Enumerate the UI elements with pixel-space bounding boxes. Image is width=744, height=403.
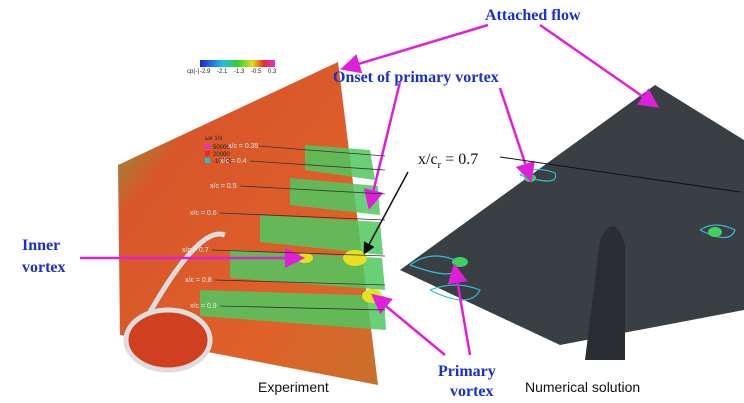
colorbar-tick: -2.1 [217,69,228,75]
legend-swatch [205,158,210,163]
colorbar-label: cp(-) [187,69,199,75]
experiment-panel [118,60,386,385]
label-inner: vortex [22,259,66,276]
label-inner: Inner [22,237,60,254]
legend-swatch [205,151,210,156]
numerical-panel [400,85,744,360]
figure: Attached flow Onset of primary vortex x/… [0,0,744,403]
label-attached-flow: Attached flow [485,7,581,24]
station-rest: = 0.7 [441,151,478,168]
label-onset: Onset of primary vortex [333,69,499,86]
station-label: x/c = 0.4 [220,158,247,165]
station-label: x/c = 0.6 [190,210,217,217]
station-label: x/c = 0.5 [210,183,237,190]
colorbar-tick: 0.3 [268,69,277,75]
legend-swatch [205,144,210,149]
caption-left: Experiment [258,379,329,395]
station-main: x/c [418,151,438,168]
station-label: x/c = 0.7 [182,247,209,254]
station-label: x/c = 0.9 [190,303,217,310]
label-station: x/cr = 0.7 [418,151,478,171]
label-primary: Primary [438,363,496,380]
colorbar-tick: -1.3 [234,69,245,75]
station-label: x/c = 0.35 [228,143,259,150]
label-primary: vortex [450,383,494,400]
colorbar-tick: -2.9 [200,69,211,75]
station-label: x/c = 0.8 [185,277,212,284]
caption-right: Numerical solution [525,379,640,395]
colorbar-tick: -0.5 [251,69,262,75]
legend-title: ωx 1/s [205,136,222,142]
